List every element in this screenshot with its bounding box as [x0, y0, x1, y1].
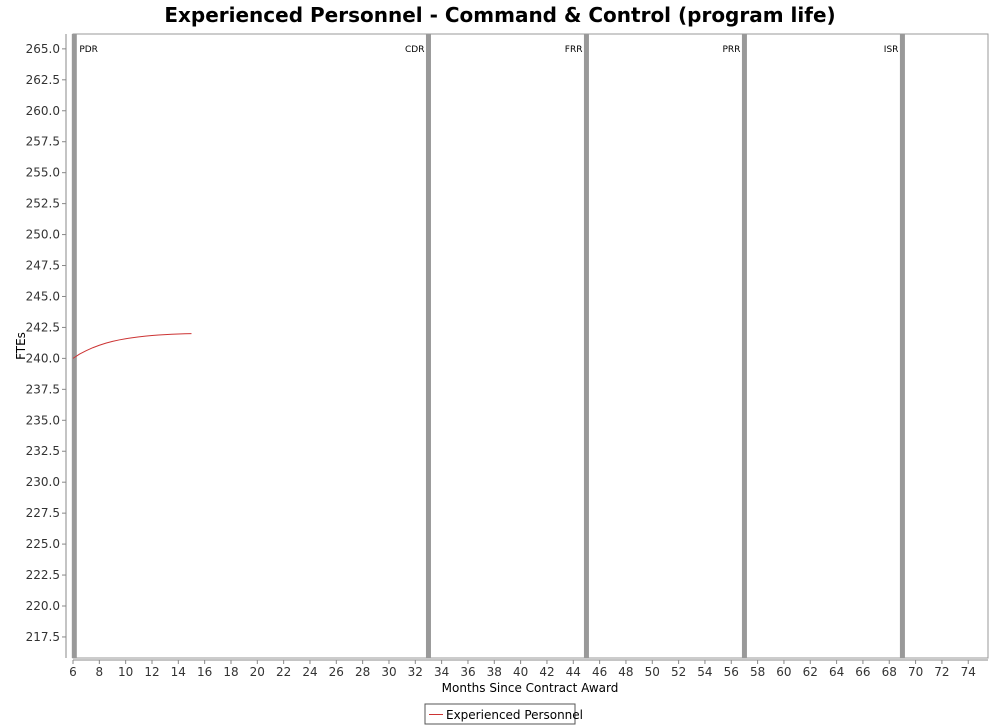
y-tick-label: 257.5 — [26, 135, 60, 149]
y-tick-label: 232.5 — [26, 444, 60, 458]
milestone-line — [71, 34, 77, 658]
legend-box — [424, 703, 576, 725]
x-tick-label: 34 — [434, 665, 449, 679]
x-tick-label: 8 — [96, 665, 104, 679]
y-tick-label: 245.0 — [26, 289, 60, 303]
x-axis: 6 8 10 12 14 16 18 20 22 24 26 28 30 32 34 36 38 40 42 44 46… — [69, 659, 988, 679]
y-tick-label: 217.5 — [26, 630, 60, 644]
y-tick-label: 262.5 — [26, 73, 60, 87]
milestone-line — [425, 34, 431, 658]
y-tick-label: 225.0 — [26, 537, 60, 551]
x-tick-label: 64 — [829, 665, 844, 679]
milestone-label: PRR — [723, 45, 741, 55]
x-tick-label: 58 — [750, 665, 765, 679]
milestone-line — [741, 34, 747, 658]
milestone-line — [899, 34, 905, 658]
y-tick-label: 265.0 — [26, 42, 60, 56]
legend: Experienced Personnel — [424, 703, 583, 725]
x-tick-label: 12 — [144, 665, 159, 679]
milestone-label: FRR — [565, 45, 583, 55]
y-axis-label: FTEs — [14, 332, 28, 360]
x-tick-label: 30 — [381, 665, 396, 679]
x-tick-label: 40 — [513, 665, 528, 679]
milestone-lines: PDR CDR FRR PRR ISR — [71, 34, 905, 658]
y-tick-label: 235.0 — [26, 413, 60, 427]
x-tick-label: 42 — [539, 665, 554, 679]
series-layer — [72, 333, 192, 359]
milestone-label: PDR — [79, 45, 98, 55]
x-tick-label: 28 — [355, 665, 370, 679]
x-tick-label: 44 — [566, 665, 581, 679]
x-tick-label: 74 — [961, 665, 976, 679]
y-tick-label: 260.0 — [26, 104, 60, 118]
x-tick-label: 24 — [302, 665, 317, 679]
y-tick-label: 227.5 — [26, 506, 60, 520]
x-tick-label: 52 — [671, 665, 686, 679]
x-tick-label: 70 — [908, 665, 923, 679]
x-tick-label: 60 — [776, 665, 791, 679]
x-tick-label: 36 — [460, 665, 475, 679]
x-tick-label: 26 — [329, 665, 344, 679]
x-tick-label: 72 — [934, 665, 949, 679]
y-tick-label: 252.5 — [26, 197, 60, 211]
x-tick-label: 18 — [223, 665, 238, 679]
x-tick-label: 66 — [855, 665, 870, 679]
y-tick-label: 247.5 — [26, 259, 60, 273]
y-axis: 217.5 220.0 222.5 225.0 227.5 230.0 232.5 235.0… — [26, 34, 67, 658]
x-tick-label: 32 — [408, 665, 423, 679]
x-tick-label: 50 — [645, 665, 660, 679]
x-tick-label: 22 — [276, 665, 291, 679]
plot-border — [72, 33, 989, 659]
y-tick-label: 222.5 — [26, 568, 60, 582]
x-tick-label: 62 — [803, 665, 818, 679]
y-tick-label: 240.0 — [26, 351, 60, 365]
x-tick-label: 46 — [592, 665, 607, 679]
x-tick-label: 10 — [118, 665, 133, 679]
y-tick-label: 230.0 — [26, 475, 60, 489]
milestone-line — [583, 34, 589, 658]
x-tick-label: 14 — [171, 665, 186, 679]
x-tick-label: 54 — [697, 665, 712, 679]
x-tick-label: 6 — [69, 665, 77, 679]
y-tick-label: 220.0 — [26, 599, 60, 613]
milestone-label: CDR — [405, 45, 424, 55]
plot-area — [72, 33, 989, 659]
x-axis-label: Months Since Contract Award — [442, 681, 619, 695]
legend-item-label: Experienced Personnel — [446, 708, 583, 722]
x-tick-label: 16 — [197, 665, 212, 679]
y-tick-label: 237.5 — [26, 382, 60, 396]
y-tick-label: 242.5 — [26, 320, 60, 334]
y-tick-label: 255.0 — [26, 166, 60, 180]
x-tick-label: 20 — [250, 665, 265, 679]
milestone-label: ISR — [884, 45, 899, 55]
series-line — [72, 333, 192, 359]
chart-title: Experienced Personnel - Command & Contro… — [164, 3, 835, 27]
x-tick-label: 38 — [487, 665, 502, 679]
y-tick-label: 250.0 — [26, 228, 60, 242]
x-tick-label: 48 — [618, 665, 633, 679]
x-tick-label: 68 — [882, 665, 897, 679]
x-tick-label: 56 — [724, 665, 739, 679]
